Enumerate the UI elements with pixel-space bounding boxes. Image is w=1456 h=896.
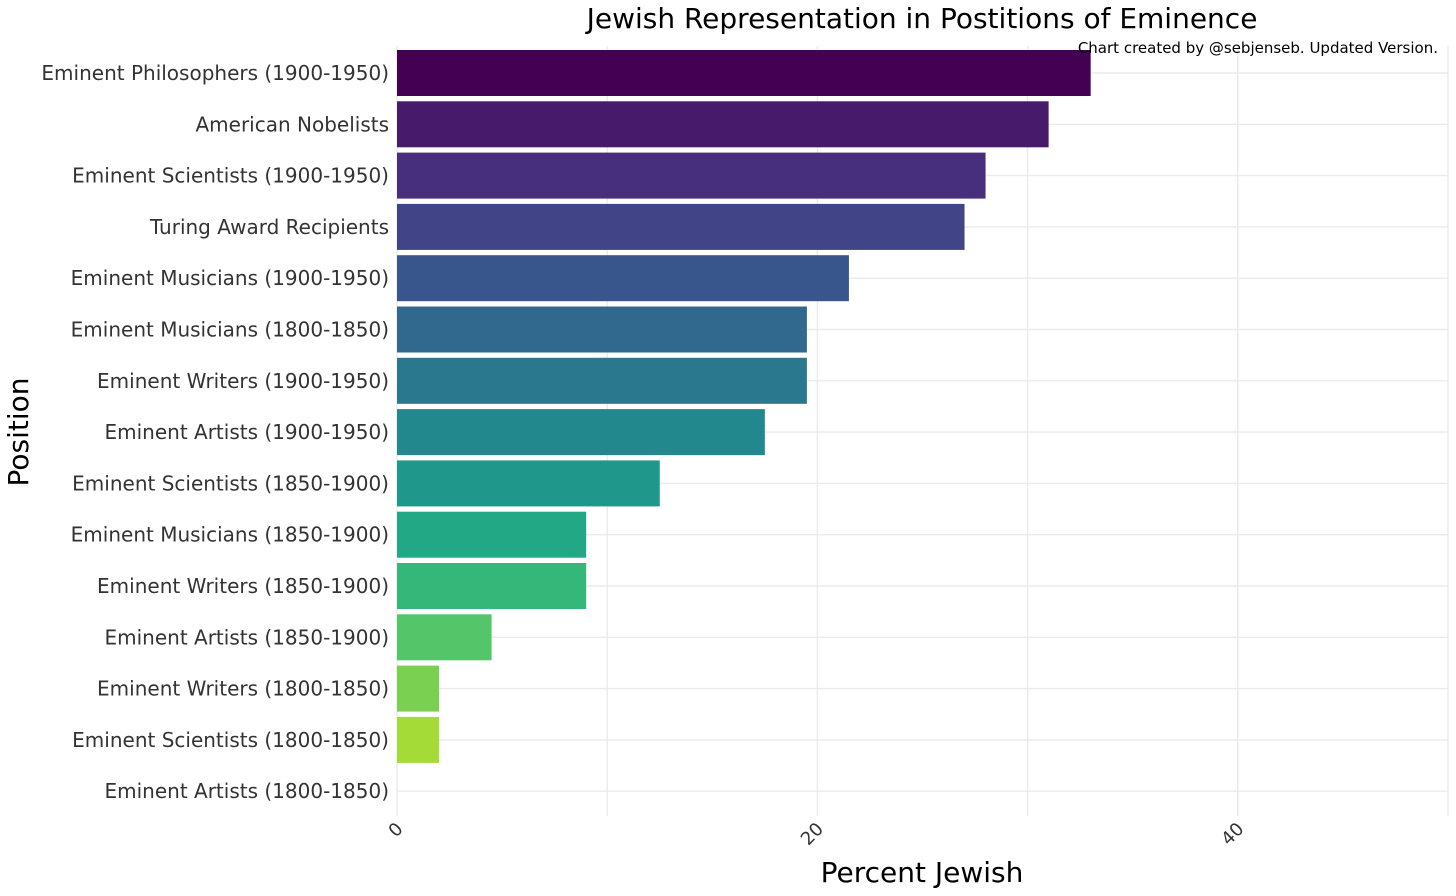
- category-label: Eminent Musicians (1800-1850): [71, 318, 389, 342]
- category-label: Eminent Musicians (1900-1950): [71, 266, 389, 290]
- x-tick-labels: 0 20 40: [385, 819, 1249, 850]
- category-label: Eminent Writers (1850-1900): [97, 574, 389, 598]
- category-label: Eminent Scientists (1850-1900): [72, 471, 389, 495]
- category-label: Eminent Musicians (1850-1900): [71, 523, 389, 547]
- bar: [397, 460, 660, 507]
- bar: [397, 665, 440, 712]
- bar: [397, 306, 807, 353]
- chart-title: Jewish Representation in Postitions of E…: [585, 2, 1258, 35]
- bar: [397, 614, 492, 661]
- bar: [397, 101, 1049, 148]
- category-label: Eminent Philosophers (1900-1950): [41, 61, 389, 85]
- category-label: Eminent Writers (1800-1850): [97, 677, 389, 701]
- bar: [397, 716, 440, 763]
- x-tick-label: 0: [385, 819, 408, 842]
- category-labels: Eminent Philosophers (1900-1950) American…: [41, 61, 389, 803]
- category-label: Turing Award Recipients: [149, 215, 389, 239]
- bar: [397, 255, 849, 302]
- bar: [397, 409, 765, 456]
- category-label: Eminent Artists (1800-1850): [105, 779, 390, 803]
- bars: [397, 50, 1091, 763]
- x-tick-label: 20: [797, 819, 828, 850]
- category-label: Eminent Artists (1850-1900): [105, 625, 390, 649]
- x-tick-label: 40: [1217, 819, 1248, 850]
- category-label: Eminent Artists (1900-1950): [105, 420, 390, 444]
- y-axis-title: Position: [2, 377, 35, 486]
- bar: [397, 357, 807, 404]
- category-label: American Nobelists: [195, 112, 389, 136]
- x-axis-title: Percent Jewish: [821, 856, 1024, 889]
- bar: [397, 152, 986, 199]
- chart-caption: Chart created by @sebjenseb. Updated Ver…: [1078, 39, 1438, 57]
- bar: [397, 50, 1091, 96]
- category-label: Eminent Writers (1900-1950): [97, 369, 389, 393]
- bar: [397, 563, 587, 609]
- category-label: Eminent Scientists (1800-1850): [72, 728, 389, 752]
- bar: [397, 203, 965, 250]
- category-label: Eminent Scientists (1900-1950): [72, 164, 389, 188]
- bar: [397, 511, 587, 558]
